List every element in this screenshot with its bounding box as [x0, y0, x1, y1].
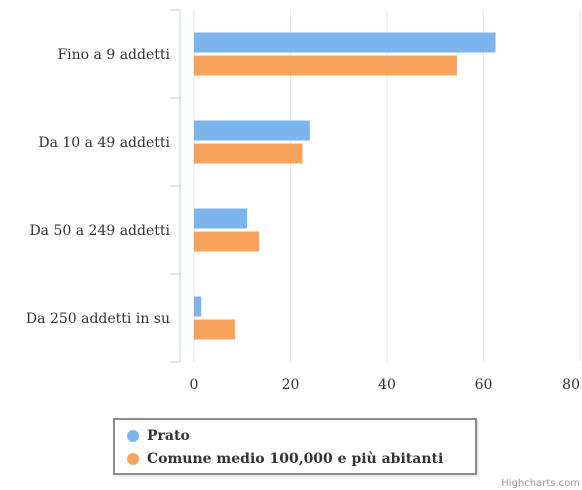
category-label-2: Da 50 a 249 addetti: [29, 223, 170, 239]
x-tick-label-2: 40: [378, 377, 396, 393]
x-tick-label-3: 60: [475, 377, 493, 393]
bar-comune-medio-2: [194, 231, 260, 252]
legend-item-comune-medio[interactable]: Comune medio 100,000 e più abitanti: [127, 449, 443, 469]
legend-marker-prato: [127, 430, 139, 442]
bar-comune-medio-3: [194, 319, 236, 340]
bar-comune-medio-1: [194, 143, 303, 164]
category-label-1: Da 10 a 49 addetti: [38, 135, 170, 151]
bar-prato-3: [194, 296, 202, 317]
bar-prato-1: [194, 120, 310, 141]
x-axis-labels: 0 20 40 60 80: [190, 377, 580, 393]
bar-prato-2: [194, 208, 248, 229]
category-label-0: Fino a 9 addetti: [57, 47, 170, 63]
bar-comune-medio-0: [194, 55, 457, 76]
category-labels: Fino a 9 addetti Da 10 a 49 addetti Da 50 …: [26, 47, 171, 327]
bar-prato-0: [194, 32, 496, 53]
credits-link[interactable]: Highcharts.com: [501, 478, 580, 489]
bars: [194, 32, 496, 340]
legend-label-comune-medio: Comune medio 100,000 e più abitanti: [147, 451, 444, 467]
x-tick-label-0: 0: [190, 377, 199, 393]
category-label-3: Da 250 addetti in su: [26, 311, 170, 327]
legend-label-prato: Prato: [147, 428, 190, 444]
y-axis-ticks: [170, 9, 180, 363]
legend: Prato Comune medio 100,000 e più abitant…: [113, 418, 477, 475]
x-tick-label-1: 20: [282, 377, 300, 393]
legend-item-prato[interactable]: Prato: [127, 426, 190, 446]
x-tick-label-4: 80: [562, 377, 580, 393]
legend-marker-comune-medio: [127, 453, 139, 465]
